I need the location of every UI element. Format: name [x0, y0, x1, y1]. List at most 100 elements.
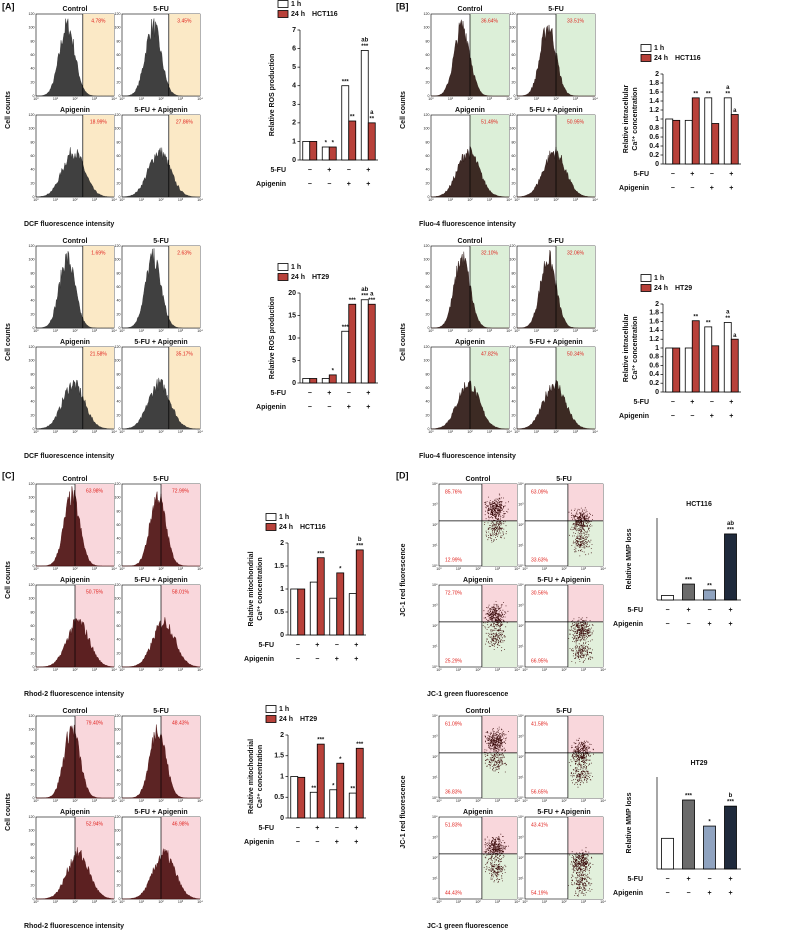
y-tick-label: 80: [31, 39, 35, 43]
significance-label: **: [693, 314, 698, 320]
condition-name: 5-FU: [627, 876, 643, 883]
bar: [309, 791, 318, 819]
y-tick-label: 80: [117, 271, 121, 275]
bar: [321, 146, 330, 161]
y-axis-label: Relative intracellular: [623, 313, 630, 382]
y-tick-label: 10⁰: [432, 897, 438, 901]
y-axis-label: Ca²⁺ concentration: [632, 87, 639, 150]
bar: [360, 50, 369, 161]
significance-label: ***: [727, 528, 735, 534]
y-tick-label: 0.4: [649, 143, 659, 150]
percent-label: 72.99%: [172, 488, 190, 494]
y-tick-label: 60: [512, 154, 516, 158]
y-tick-label: 100: [29, 728, 35, 732]
y-tick-label: 0: [428, 195, 430, 199]
y-tick-label: 80: [31, 610, 35, 614]
significance-label: ***: [361, 44, 369, 50]
y-tick-label: 40: [117, 870, 121, 874]
y-tick-label: 80: [117, 372, 121, 376]
x-tick-label: 10⁴: [111, 329, 117, 333]
y-tick-label: 60: [117, 856, 121, 860]
y-tick-label: 10⁰: [518, 796, 524, 800]
condition-mark: −: [335, 642, 339, 649]
y-tick-label: 120: [115, 244, 121, 248]
x-tick-label: 10³: [92, 97, 98, 101]
condition-mark: −: [690, 413, 694, 420]
chart-title: HCT116: [312, 11, 338, 18]
gate: [82, 246, 114, 328]
x-tick-label: 10⁰: [436, 799, 442, 803]
x-tick-label: 10²: [475, 668, 481, 672]
condition-mark: +: [354, 642, 358, 649]
y-tick-label: 1: [655, 345, 659, 352]
condition-mark: +: [335, 656, 339, 663]
y-tick-label: 100: [424, 26, 430, 30]
x-tick-label: 10¹: [448, 198, 454, 202]
x-tick-label: 10³: [495, 799, 501, 803]
x-tick-label: 10¹: [534, 97, 540, 101]
panel-label: [B]: [396, 1, 409, 11]
x-tick-label: 10⁰: [514, 430, 520, 434]
y-tick-label: 40: [512, 168, 516, 172]
chart-title: HCT116: [300, 524, 326, 531]
x-tick-label: 10⁰: [33, 430, 39, 434]
significance-label: **: [311, 786, 316, 792]
y-tick-label: 60: [426, 386, 430, 390]
y-tick-label: 10³: [518, 835, 524, 839]
bar: [355, 747, 364, 819]
x-tick-label: 10¹: [139, 97, 145, 101]
y-tick-label: 10²: [518, 624, 524, 628]
gate: [481, 621, 517, 667]
x-tick-label: 10⁰: [428, 97, 434, 101]
gate: [567, 585, 603, 622]
percent-label: 43.41%: [531, 822, 549, 828]
significance-label: a: [370, 291, 374, 297]
y-tick-label: 60: [117, 386, 121, 390]
y-tick-label: 40: [31, 400, 35, 404]
percent-label: 63.98%: [86, 488, 104, 494]
condition-mark: +: [354, 839, 358, 846]
x-tick-label: 10³: [178, 900, 184, 904]
significance-label: a: [726, 85, 730, 91]
y-tick-label: 10²: [432, 755, 438, 759]
percent-label: 58.01%: [172, 589, 190, 595]
x-tick-label: 10⁴: [111, 97, 117, 101]
y-tick-label: 0: [655, 161, 659, 168]
x-tick-label: 10¹: [53, 198, 59, 202]
flow-title: 5-FU + Apigenin: [529, 107, 582, 114]
x-tick-label: 10³: [573, 198, 579, 202]
legend-swatch: [640, 54, 652, 62]
x-tick-label: 10³: [487, 329, 493, 333]
y-tick-label: 100: [115, 359, 121, 363]
y-tick-label: 100: [115, 728, 121, 732]
histogram-shape: [121, 147, 201, 198]
percent-label: 1.69%: [91, 250, 106, 256]
flow-title: Apigenin: [60, 809, 90, 816]
y-tick-label: 0: [33, 326, 35, 330]
flow-title: 5-FU + Apigenin: [134, 339, 187, 346]
bar: [691, 97, 700, 165]
x-tick-label: 10⁴: [600, 668, 606, 672]
y-tick-label: 20: [31, 651, 35, 655]
panel-label: [D]: [396, 470, 409, 480]
condition-name: 5-FU: [270, 167, 286, 174]
x-tick-label: 10⁴: [592, 430, 598, 434]
y-tick-label: 20: [426, 312, 430, 316]
y-tick-label: 20: [426, 413, 430, 417]
x-tick-label: 10⁴: [514, 799, 520, 803]
flow-title: 5-FU: [556, 708, 572, 715]
y-tick-label: 60: [31, 285, 35, 289]
y-tick-label: 10³: [518, 603, 524, 607]
gate: [567, 716, 603, 753]
x-tick-label: 10¹: [456, 668, 462, 672]
x-tick-label: 10¹: [53, 668, 59, 672]
x-tick-label: 10³: [487, 430, 493, 434]
x-tick-label: 10¹: [139, 900, 145, 904]
percent-label: 50.95%: [567, 119, 585, 125]
significance-label: ab: [727, 521, 734, 527]
bar: [336, 762, 345, 819]
flow-title: Apigenin: [60, 577, 90, 584]
significance-label: **: [693, 91, 698, 97]
y-tick-label: 80: [117, 39, 121, 43]
y-tick-label: 20: [117, 80, 121, 84]
